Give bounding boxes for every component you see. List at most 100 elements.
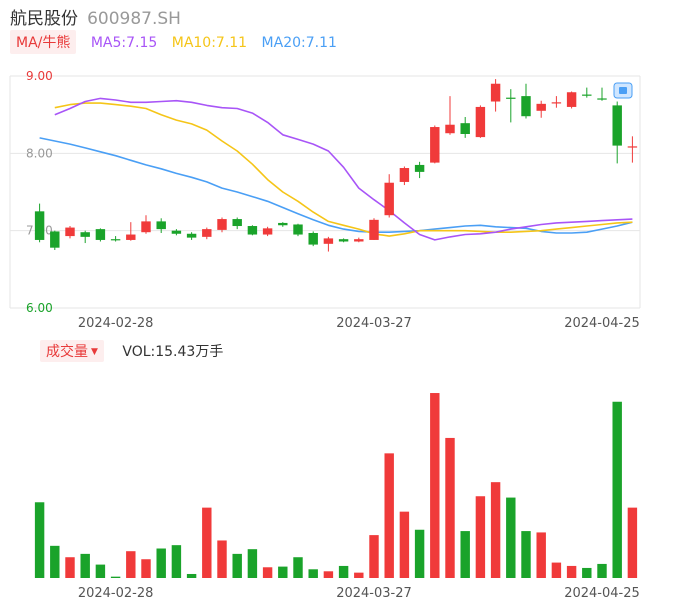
ma10-legend-label: MA10:7.11: [171, 35, 248, 51]
candle-body: [34, 211, 45, 240]
stock-name: 航民股份: [10, 9, 78, 29]
date-tick-label: 2024-04-25: [564, 586, 640, 601]
volume-bar: [414, 529, 425, 578]
volume-bar: [430, 393, 440, 578]
volume-legend: 成交量 ▼ VOL:15.43万手: [40, 340, 223, 362]
ma20-legend-label: MA20:7.11: [261, 35, 337, 51]
candle-body: [202, 229, 212, 237]
price-tick-label: 9.00: [26, 69, 53, 83]
candle-body: [536, 103, 546, 111]
volume-bar: [80, 553, 90, 578]
volume-bars: [34, 393, 638, 578]
candle-body: [490, 83, 501, 102]
volume-bar: [536, 532, 546, 578]
price-date-axis: 2024-02-28 2024-03-27 2024-04-25: [78, 316, 640, 331]
candle-body: [247, 226, 258, 235]
volume-bar: [521, 531, 531, 578]
volume-bar: [354, 572, 364, 578]
volume-bar: [247, 549, 258, 578]
price-axis: 9.008.007.006.00: [26, 69, 53, 315]
volume-bar: [65, 557, 75, 578]
candle-body: [141, 221, 151, 233]
candle-body: [566, 92, 577, 107]
volume-bar: [202, 507, 212, 578]
price-grid: [9, 75, 641, 309]
candle-body: [232, 219, 242, 227]
candle-body: [156, 221, 166, 230]
volume-bar: [126, 551, 136, 578]
volume-bar: [232, 553, 242, 578]
candle-body: [323, 238, 334, 244]
ma5-line: [54, 97, 633, 241]
candle-body: [262, 228, 273, 235]
candle-body: [126, 234, 136, 240]
volume-bar: [95, 564, 106, 578]
candle-body: [597, 98, 607, 100]
candle-body: [399, 168, 410, 182]
candle-body: [506, 97, 516, 99]
candle-body: [95, 229, 106, 240]
volume-bar: [566, 565, 577, 578]
volume-bar: [186, 573, 197, 578]
candle-body: [551, 102, 562, 104]
candle-body: [384, 182, 394, 216]
date-tick-label: 2024-03-27: [336, 316, 412, 331]
candle-body: [186, 233, 197, 238]
candle-body: [308, 232, 318, 245]
candle-body: [338, 239, 349, 242]
volume-indicator-tab[interactable]: 成交量 ▼: [40, 340, 104, 362]
candle-body: [582, 94, 592, 96]
candle-body: [521, 96, 531, 117]
volume-bar: [338, 565, 349, 578]
candle-body: [627, 146, 638, 148]
volume-tab-label: 成交量: [46, 344, 88, 360]
candle-body: [50, 231, 60, 248]
volume-bar: [323, 571, 334, 578]
volume-bar: [612, 401, 622, 578]
candle-body: [475, 106, 486, 138]
moving-average-lines: [39, 97, 633, 241]
candle-body: [217, 219, 227, 230]
date-tick-label: 2024-02-28: [78, 316, 154, 331]
volume-bar: [308, 569, 318, 578]
volume-bar: [217, 540, 227, 578]
volume-bar: [399, 511, 410, 578]
volume-bar: [141, 559, 151, 578]
candle-body: [612, 105, 622, 146]
volume-bar: [156, 548, 166, 578]
volume-bar: [262, 567, 273, 578]
volume-bar: [34, 502, 45, 578]
candle-body: [278, 222, 288, 226]
candle-body: [80, 232, 90, 237]
latest-marker-icon[interactable]: [613, 82, 633, 99]
candle-body: [65, 227, 75, 237]
volume-bar: [597, 563, 607, 578]
price-tick-label: 8.00: [26, 146, 53, 160]
ma20-line: [39, 137, 633, 234]
volume-bar: [369, 535, 379, 578]
caret-down-icon: ▼: [91, 347, 98, 357]
volume-bar: [551, 562, 562, 578]
ma-legend: MA/牛熊 MA5:7.15 MA10:7.11 MA20:7.11: [10, 30, 337, 54]
candle-body: [430, 127, 440, 163]
candle-body: [171, 230, 182, 234]
date-tick-label: 2024-04-25: [564, 316, 640, 331]
candle-body: [460, 123, 470, 134]
volume-bar: [110, 576, 121, 578]
volume-bar: [293, 557, 303, 578]
date-tick-label: 2024-02-28: [78, 586, 154, 601]
candlesticks: [34, 79, 638, 252]
price-tick-label: 6.00: [26, 301, 53, 315]
volume-bar: [582, 567, 592, 578]
volume-bar: [475, 496, 486, 578]
ma5-legend-label: MA5:7.15: [90, 35, 158, 51]
volume-bar: [460, 531, 470, 578]
volume-bar: [384, 453, 394, 578]
volume-bar: [171, 545, 182, 578]
date-tick-label: 2024-03-27: [336, 586, 412, 601]
ma-indicator-tab[interactable]: MA/牛熊: [10, 30, 77, 54]
candle-body: [445, 124, 455, 134]
candle-body: [369, 219, 379, 240]
candle-body: [293, 224, 303, 235]
